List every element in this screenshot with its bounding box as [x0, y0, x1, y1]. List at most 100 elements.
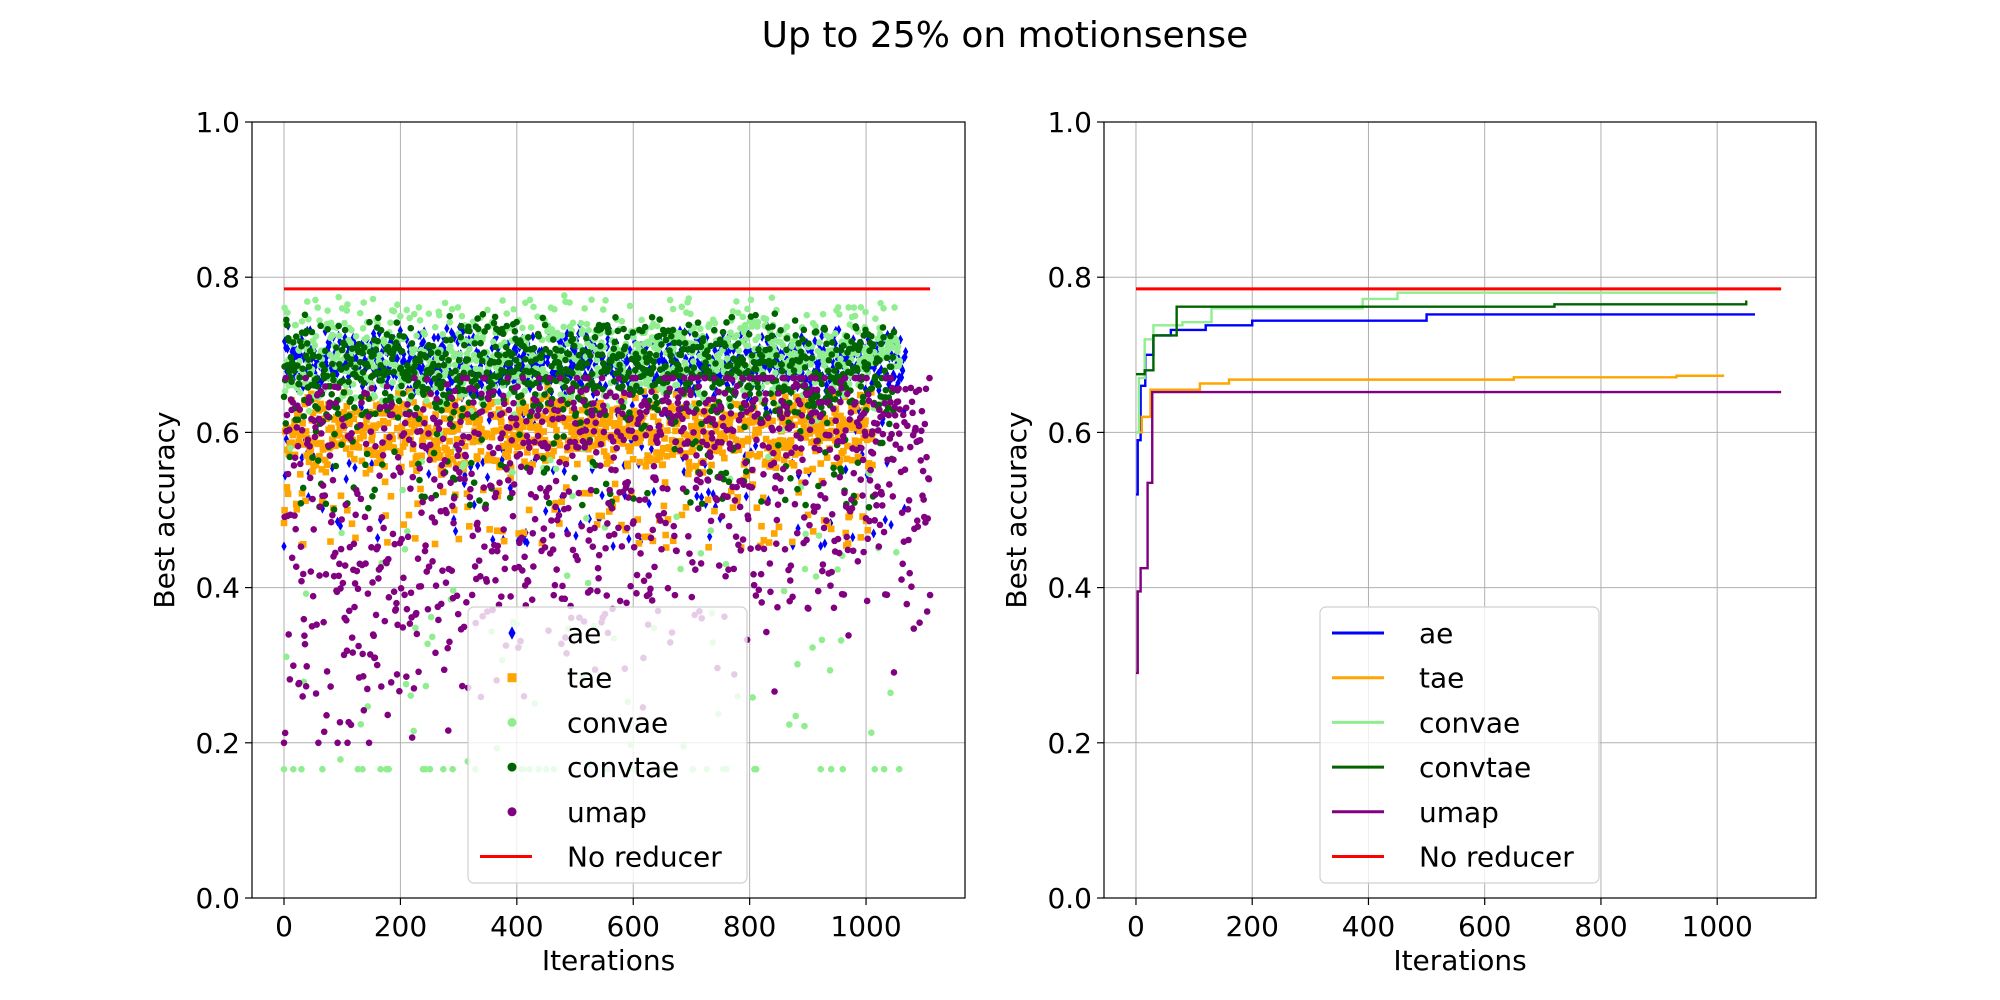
scatter-point — [630, 407, 638, 415]
scatter-point — [390, 307, 398, 315]
scatter-point — [299, 452, 305, 463]
scatter-point — [427, 452, 435, 459]
scatter-point — [758, 352, 766, 360]
scatter-point — [463, 374, 471, 382]
scatter-point — [585, 421, 593, 428]
scatter-point — [753, 504, 761, 512]
scatter-point — [564, 530, 572, 538]
scatter-point — [415, 388, 422, 396]
scatter-point — [424, 375, 431, 383]
scatter-point — [393, 424, 401, 432]
scatter-point — [380, 417, 387, 425]
scatter-point — [611, 530, 618, 538]
scatter-point — [627, 443, 635, 450]
scatter-point — [348, 634, 356, 641]
scatter-point — [878, 349, 886, 357]
scatter-point — [662, 362, 669, 370]
scatter-point — [453, 461, 460, 469]
scatter-point — [399, 443, 407, 450]
scatter-point — [704, 477, 712, 484]
scatter-point — [464, 356, 472, 363]
scatter-point — [434, 446, 442, 454]
scatter-point — [758, 522, 765, 530]
scatter-point — [355, 642, 362, 650]
scatter-point — [683, 400, 690, 407]
scatter-point — [474, 526, 482, 533]
scatter-point — [775, 523, 783, 531]
scatter-point — [295, 380, 303, 388]
scatter-point — [326, 351, 334, 358]
scatter-point — [519, 399, 527, 406]
scatter-point — [620, 394, 628, 401]
scatter-point — [492, 411, 499, 418]
scatter-point — [319, 497, 326, 505]
scatter-point — [569, 370, 576, 377]
scatter-point — [380, 425, 388, 432]
scatter-point — [343, 474, 349, 485]
scatter-point — [382, 397, 390, 405]
scatter-point — [541, 391, 548, 398]
scatter-point — [739, 437, 747, 445]
scatter-point — [537, 485, 544, 492]
scatter-point — [382, 359, 390, 366]
scatter-point — [854, 459, 862, 466]
scatter-point — [565, 488, 573, 495]
scatter-point — [408, 392, 415, 400]
scatter-point — [474, 315, 481, 322]
scatter-point — [793, 393, 800, 401]
scatter-point — [610, 345, 618, 352]
scatter-point — [312, 461, 320, 469]
scatter-point — [678, 388, 686, 396]
scatter-point — [406, 620, 414, 627]
scatter-point — [553, 426, 560, 434]
scatter-point — [648, 313, 656, 321]
scatter-point — [503, 310, 511, 317]
scatter-point — [823, 419, 831, 427]
scatter-point — [796, 364, 804, 371]
scatter-point — [672, 438, 679, 446]
scatter-point — [478, 357, 486, 365]
scatter-point — [458, 312, 466, 320]
scatter-point — [535, 422, 543, 430]
scatter-point — [444, 644, 452, 652]
scatter-point — [481, 374, 489, 382]
scatter-point — [876, 356, 883, 364]
scatter-point — [335, 293, 342, 301]
scatter-point — [882, 514, 888, 525]
scatter-point — [628, 420, 636, 427]
scatter-point — [779, 367, 786, 375]
scatter-point — [493, 547, 501, 555]
scatter-point — [382, 512, 389, 519]
scatter-point — [280, 519, 288, 527]
scatter-point — [803, 467, 811, 474]
scatter-point — [880, 333, 887, 341]
scatter-point — [536, 384, 544, 392]
scatter-point — [283, 484, 291, 491]
scatter-point — [698, 438, 706, 446]
scatter-point — [404, 533, 412, 541]
scatter-point — [409, 473, 417, 481]
scatter-point — [346, 450, 354, 458]
scatter-point — [538, 350, 545, 358]
scatter-point — [687, 499, 694, 506]
scatter-point — [482, 505, 489, 512]
scatter-point — [659, 461, 667, 468]
scatter-point — [417, 582, 425, 590]
scatter-point — [306, 474, 314, 482]
scatter-point — [579, 501, 586, 509]
scatter-point — [780, 444, 787, 451]
scatter-point — [599, 402, 607, 410]
scatter-point — [327, 538, 334, 545]
scatter-point — [283, 321, 291, 329]
scatter-point — [782, 393, 789, 401]
scatter-point — [654, 439, 661, 447]
scatter-point — [844, 540, 852, 547]
scatter-point — [831, 409, 838, 416]
scatter-point — [598, 351, 606, 358]
scatter-point — [452, 367, 459, 375]
scatter-point — [552, 499, 560, 507]
scatter-point — [726, 420, 733, 428]
scatter-point — [717, 404, 725, 411]
scatter-point — [535, 406, 542, 413]
scatter-point — [343, 307, 351, 314]
